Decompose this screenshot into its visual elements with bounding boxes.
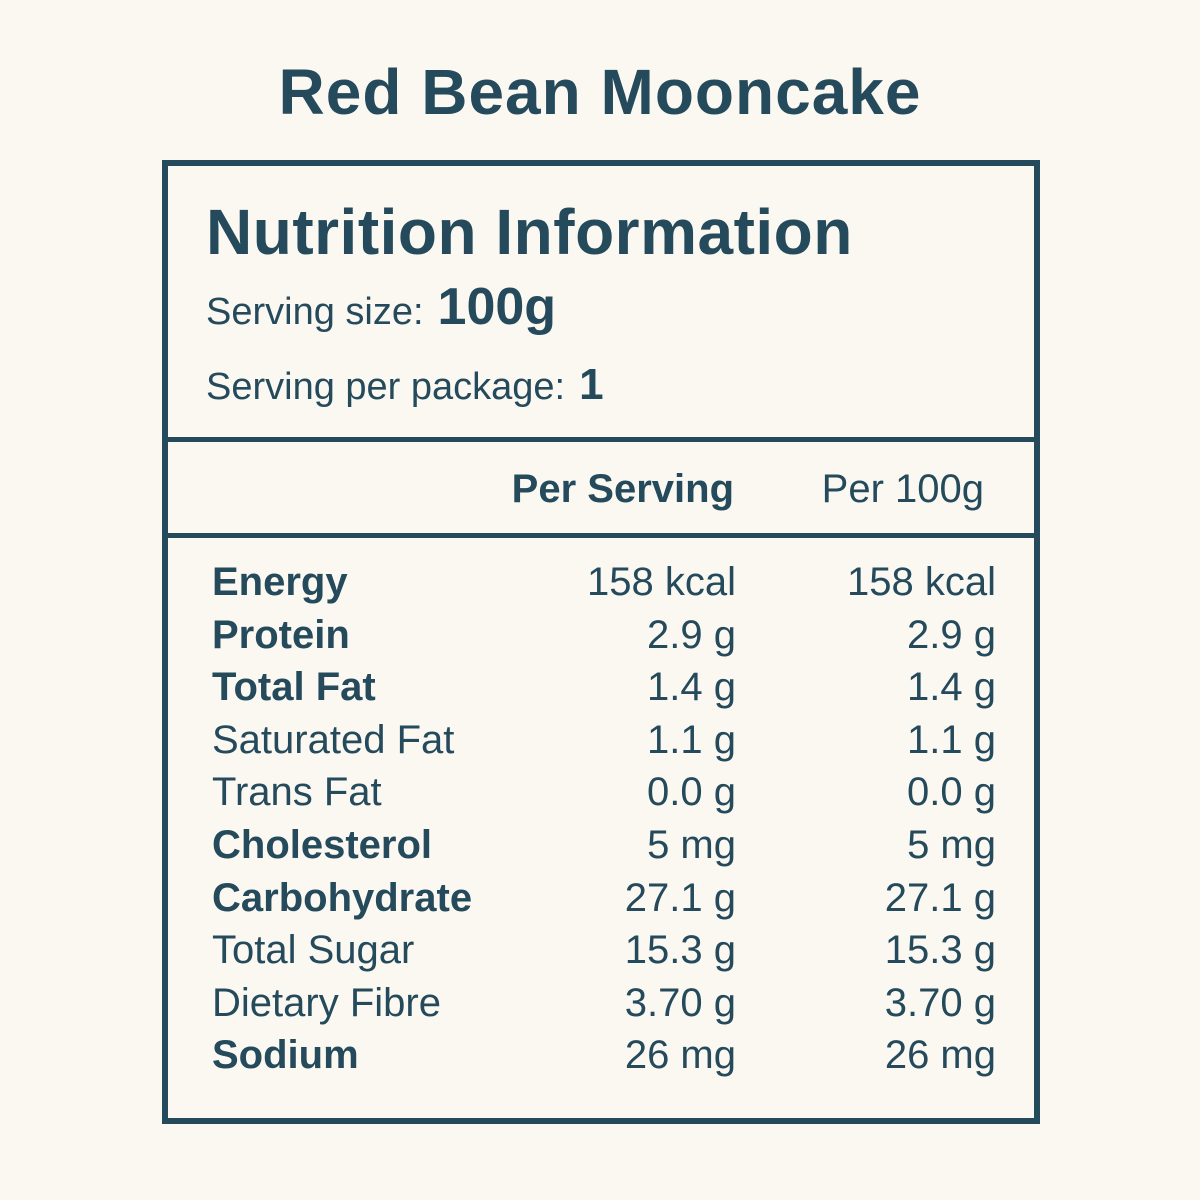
nutrient-name: Total Sugar [212,928,415,973]
nutrient-name: Dietary Fibre [212,980,441,1025]
value-per-serving: 0.0 g [647,770,736,815]
servings-per-package-line: Serving per package: 1 [206,360,604,412]
value-per-100g: 27.1 g [884,875,996,920]
label-header: Nutrition Information Serving size: 100g … [168,166,1034,442]
nutrient-name: Total Fat [212,665,376,710]
nutrient-name: Sodium [212,1033,359,1078]
product-title: Red Bean Mooncake [278,56,922,128]
value-per-100g: 5 mg [907,822,996,867]
value-per-serving: 26 mg [624,1033,736,1078]
nutrient-row: Sodium 26 mg 26 mg [168,1029,1034,1082]
nutrient-row: Protein 2.9 g 2.9 g [168,609,1034,662]
value-per-serving: 1.1 g [647,717,736,762]
serving-size-line: Serving size: 100g [206,281,556,337]
servings-per-package-label: Serving per package: [206,366,566,408]
value-per-serving: 3.70 g [624,980,736,1025]
nutrient-row: Dietary Fibre 3.70 g 3.70 g [168,977,1034,1030]
serving-size-label: Serving size: [206,291,424,333]
value-per-100g: 1.4 g [907,665,996,710]
value-per-100g: 0.0 g [907,770,996,815]
value-per-100g: 1.1 g [907,717,996,762]
column-header-per-serving: Per Serving [511,467,734,511]
value-per-serving: 1.4 g [647,665,736,710]
value-per-100g: 3.70 g [884,980,996,1025]
nutrition-title: Nutrition Information [206,196,853,268]
nutrient-row: Total Sugar 15.3 g 15.3 g [168,924,1034,977]
value-per-100g: 26 mg [884,1033,996,1078]
value-per-100g: 2.9 g [907,612,996,657]
servings-per-package-value: 1 [579,360,604,409]
nutrient-row: Total Fat 1.4 g 1.4 g [168,661,1034,714]
nutrient-name: Saturated Fat [212,717,455,762]
value-per-100g: 158 kcal [847,560,996,604]
column-header-row: Per Serving Per 100g [168,442,1034,538]
value-per-100g: 15.3 g [884,928,996,973]
value-per-serving: 2.9 g [647,612,736,657]
nutrient-name: Cholesterol [212,822,433,867]
value-per-serving: 15.3 g [624,928,736,973]
column-header-per-100g: Per 100g [821,467,984,511]
value-per-serving: 5 mg [647,822,736,867]
nutrient-name: Trans Fat [212,770,382,815]
nutrient-row: Carbohydrate 27.1 g 27.1 g [168,872,1034,925]
value-per-serving: 158 kcal [587,560,736,604]
value-per-serving: 27.1 g [624,875,736,920]
nutrition-label: Nutrition Information Serving size: 100g … [162,160,1040,1124]
nutrient-row: Energy 158 kcal 158 kcal [168,556,1034,609]
nutrient-name: Protein [212,612,350,657]
nutrient-row: Cholesterol 5 mg 5 mg [168,819,1034,872]
serving-size-value: 100g [437,278,557,336]
nutrient-name: Energy [212,560,348,604]
nutrient-name: Carbohydrate [212,875,473,920]
nutrient-row: Trans Fat 0.0 g 0.0 g [168,766,1034,819]
nutrient-row: Saturated Fat 1.1 g 1.1 g [168,714,1034,767]
